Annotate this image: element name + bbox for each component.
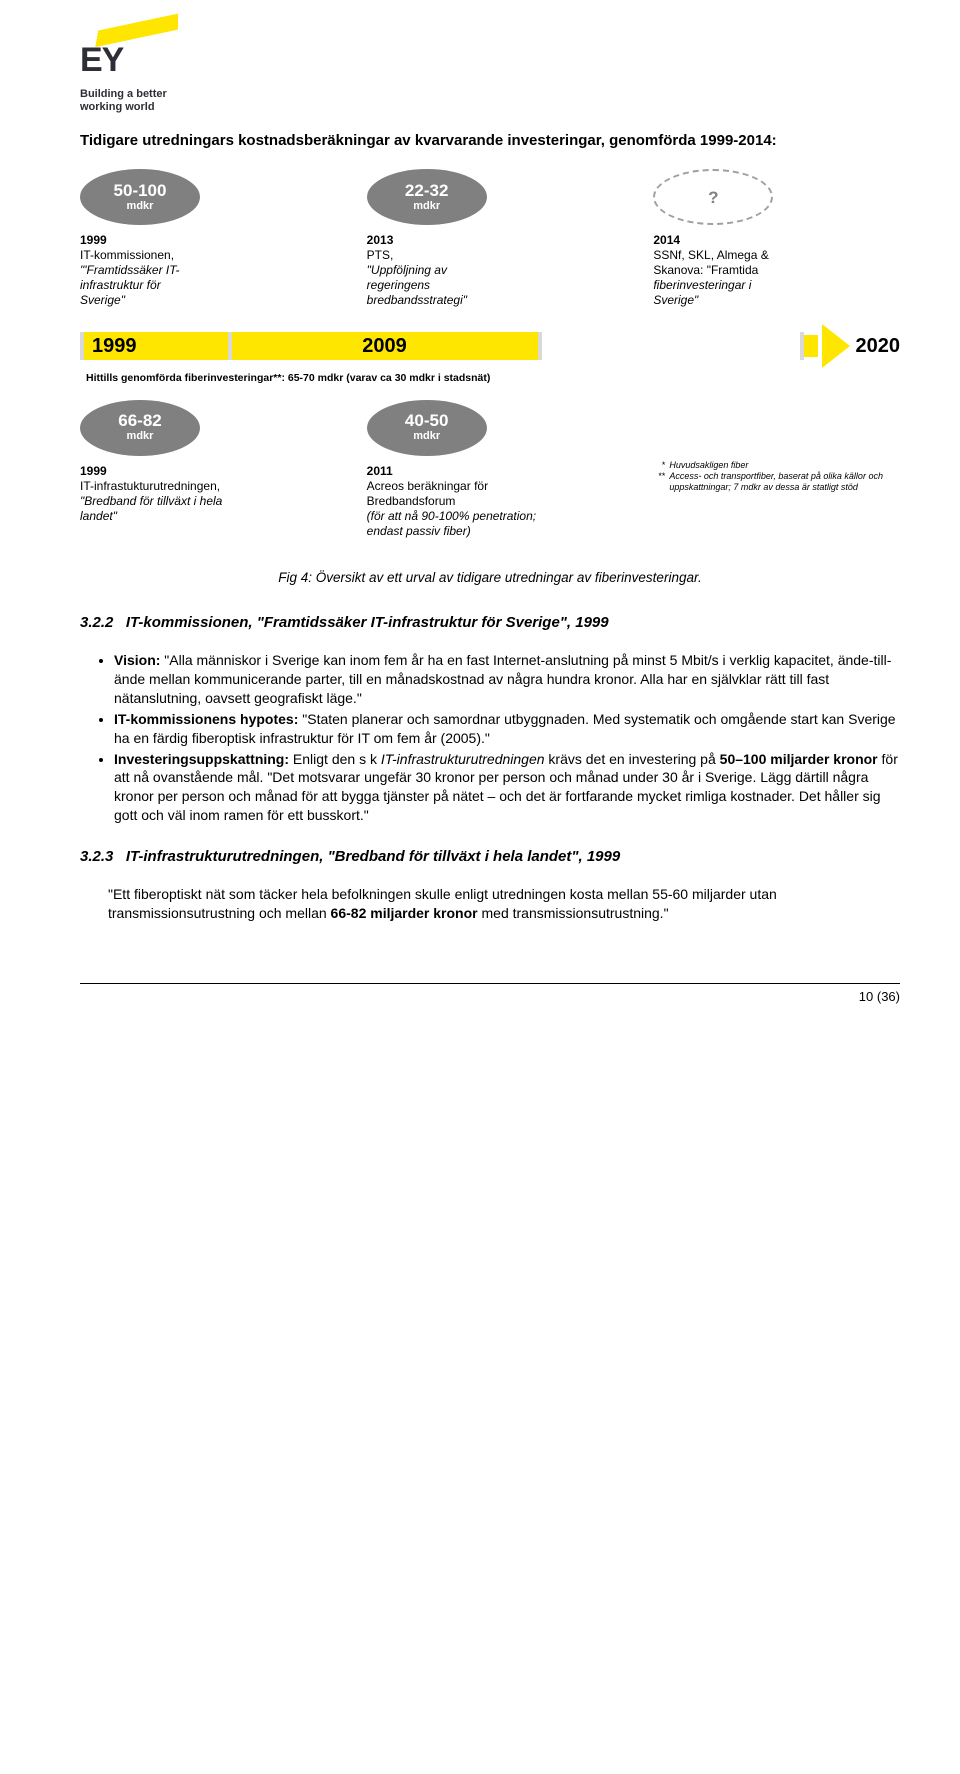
investment-diagram: 50-100 mdkr 1999 IT-kommissionen, "'Fram… — [80, 165, 900, 546]
timeline-arrow-icon — [822, 324, 850, 368]
subhead-title: IT-kommissionen, "Framtidssäker IT-infra… — [126, 614, 609, 631]
section-heading: Tidigare utredningars kostnadsberäkninga… — [80, 131, 900, 151]
study-year: 1999 — [80, 464, 107, 478]
study-year: 2014 — [653, 233, 680, 247]
study-1999-itk: 50-100 mdkr 1999 IT-kommissionen, "'Fram… — [80, 169, 327, 308]
bullet-body: krävs det en investering på — [545, 751, 720, 767]
bullet-vision: Vision: "Alla människor i Sverige kan in… — [114, 651, 900, 708]
ey-logo: EY Building a better working world — [80, 24, 200, 113]
pill-unit: mdkr — [127, 199, 154, 214]
bullet-investering: Investeringsuppskattning: Enligt den s k… — [114, 750, 900, 826]
top-row: 50-100 mdkr 1999 IT-kommissionen, "'Fram… — [80, 169, 900, 308]
study-line: endast passiv fiber) — [367, 524, 471, 538]
pill-value: 66-82 — [118, 412, 161, 429]
timeline-label-1999: 1999 — [92, 333, 137, 360]
study-2013-pts: 22-32 mdkr 2013 PTS, "Uppföljning av reg… — [367, 169, 614, 308]
study-2011-acreo: 40-50 mdkr 2011 Acreos beräkningar för B… — [367, 400, 614, 539]
study-1999-infra: 66-82 mdkr 1999 IT-infrastukturutredning… — [80, 400, 327, 539]
study-line: regeringens — [367, 278, 430, 292]
timeline-label-2020: 2020 — [856, 333, 901, 360]
study-text: 1999 IT-infrastukturutredningen, "Bredba… — [80, 464, 327, 524]
study-line: SSNf, SKL, Almega & — [653, 248, 768, 262]
subhead-num: 3.2.3 — [80, 848, 113, 865]
study-year: 2011 — [367, 464, 393, 478]
footnote-key: ** — [653, 471, 665, 494]
para-323: "Ett fiberoptiskt nät som täcker hela be… — [108, 885, 900, 923]
diagram-footnotes: * Huvudsakligen fiber ** Access- och tra… — [653, 400, 900, 539]
footnote-key: * — [653, 460, 665, 471]
pill-unit: mdkr — [413, 429, 440, 444]
study-text: 2011 Acreos beräkningar för Bredbandsfor… — [367, 464, 614, 539]
tagline-line2: working world — [80, 101, 155, 113]
study-line: Acreos beräkningar för — [367, 479, 488, 493]
study-year: 1999 — [80, 233, 107, 247]
pill-value: 40-50 — [405, 412, 448, 429]
bullet-strong: 50–100 miljarder kronor — [720, 751, 878, 767]
timeline-white-seg — [542, 332, 800, 360]
study-line: Bredbandsforum — [367, 494, 456, 508]
study-line: landet" — [80, 509, 117, 523]
timeline-arrow-body — [804, 335, 818, 357]
pill-value: ? — [708, 189, 718, 206]
bullet-lead: IT-kommissionens hypotes: — [114, 711, 298, 727]
figure-caption: Fig 4: Översikt av ett urval av tidigare… — [80, 569, 900, 587]
subhead-title: IT-infrastrukturutredningen, "Bredband f… — [126, 848, 620, 865]
timeline: 1999 2009 2020 Hittills genomförda fiber… — [80, 324, 900, 385]
bottom-row: 66-82 mdkr 1999 IT-infrastukturutredning… — [80, 400, 900, 539]
study-line: fiberinvesteringar i — [653, 278, 751, 292]
study-text: 2013 PTS, "Uppföljning av regeringens br… — [367, 233, 614, 308]
timeline-yellow-seg1: 1999 — [84, 332, 228, 360]
tagline-line1: Building a better — [80, 88, 167, 100]
subhead-323: 3.2.3 IT-infrastrukturutredningen, "Bred… — [80, 847, 900, 867]
page-footer: 10 (36) — [80, 983, 900, 1006]
pill-unit: mdkr — [127, 429, 154, 444]
bullet-em: IT-infrastrukturutredningen — [381, 751, 545, 767]
study-line: "'Framtidssäker IT- — [80, 263, 179, 277]
bullet-list-322: Vision: "Alla människor i Sverige kan in… — [80, 651, 900, 825]
pill-2013-pts: 22-32 mdkr — [367, 169, 487, 225]
bullet-lead: Vision: — [114, 652, 160, 668]
pill-2014-ssnf: ? — [653, 169, 773, 225]
study-line: "Uppföljning av — [367, 263, 447, 277]
footnote-text: Huvudsakligen fiber — [669, 460, 748, 470]
subhead-num: 3.2.2 — [80, 614, 113, 631]
study-line: Sverige" — [80, 293, 125, 307]
bullet-body: Enligt den s k — [289, 751, 381, 767]
pill-unit: mdkr — [413, 199, 440, 214]
pill-1999-itk: 50-100 mdkr — [80, 169, 200, 225]
bullet-lead: Investeringsuppskattning: — [114, 751, 289, 767]
study-2014-ssnf: ? 2014 SSNf, SKL, Almega & Skanova: "Fra… — [653, 169, 900, 308]
study-line: bredbandsstrategi" — [367, 293, 467, 307]
para-strong: 66-82 miljarder kronor — [331, 905, 478, 921]
study-line: (för att nå 90-100% penetration; — [367, 509, 536, 523]
timeline-subtext: Hittills genomförda fiberinvesteringar**… — [80, 371, 900, 385]
pill-value: 50-100 — [114, 182, 167, 199]
bullet-hypotes: IT-kommissionens hypotes: "Staten planer… — [114, 710, 900, 748]
study-year: 2013 — [367, 233, 394, 247]
pill-value: 22-32 — [405, 182, 448, 199]
study-line: infrastruktur för — [80, 278, 161, 292]
pill-2011-acreo: 40-50 mdkr — [367, 400, 487, 456]
study-line: Skanova: "Framtida — [653, 263, 758, 277]
para-text: med transmissionsutrustning." — [478, 905, 669, 921]
study-line: IT-kommissionen, — [80, 248, 174, 262]
subhead-322: 3.2.2 IT-kommissionen, "Framtidssäker IT… — [80, 613, 900, 633]
study-text: 2014 SSNf, SKL, Almega & Skanova: "Framt… — [653, 233, 900, 308]
study-line: "Bredband för tillväxt i hela — [80, 494, 222, 508]
pill-1999-infra: 66-82 mdkr — [80, 400, 200, 456]
timeline-label-2009: 2009 — [362, 333, 407, 360]
bullet-body: "Alla människor i Sverige kan inom fem å… — [114, 652, 891, 706]
footnote-text: Access- och transportfiber, baserat på o… — [669, 471, 883, 492]
study-line: Sverige" — [653, 293, 698, 307]
logo-tagline: Building a better working world — [80, 88, 200, 113]
study-text: 1999 IT-kommissionen, "'Framtidssäker IT… — [80, 233, 327, 308]
timeline-yellow-seg2: 2009 — [232, 332, 538, 360]
study-line: IT-infrastukturutredningen, — [80, 479, 220, 493]
study-line: PTS, — [367, 248, 394, 262]
